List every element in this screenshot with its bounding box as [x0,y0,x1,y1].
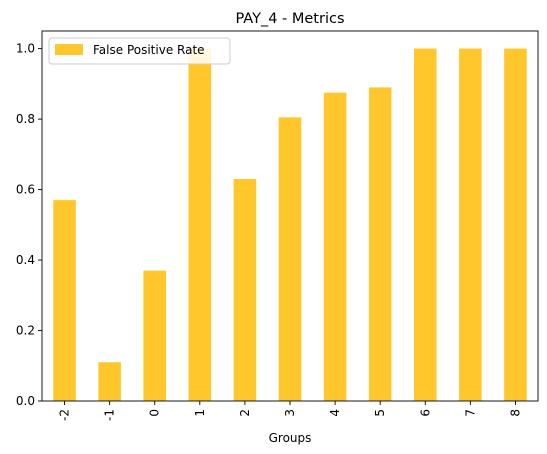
y-tick-label: 0.0 [16,394,35,408]
y-tick-label: 0.2 [16,324,35,338]
bar-1 [188,48,212,402]
legend: False Positive Rate [48,37,231,65]
x-tick-label: 5 [373,409,387,417]
axes-frame [41,30,539,402]
bar-6 [414,48,437,402]
x-axis-label: Groups [269,431,312,445]
bar-3 [278,117,302,401]
y-tick-label: 0.6 [16,183,35,197]
bar-5 [368,87,392,401]
legend-box [48,37,231,65]
x-tick-label: -2 [58,409,72,421]
legend-label: False Positive Rate [93,43,205,57]
x-tick-label: 7 [463,409,477,417]
bar-8 [504,48,527,402]
x-tick-label: 1 [193,409,207,417]
bar-2 [233,179,257,401]
chart-title: PAY_4 - Metrics [235,11,344,27]
x-tick-label: 3 [283,409,297,417]
x-tick-label: 8 [508,409,522,417]
x-tick-label: 0 [148,409,162,417]
x-tick-label: -1 [103,409,117,421]
x-tick-label: 2 [238,409,252,417]
bar-0 [143,270,166,401]
legend-swatch [55,44,83,55]
x-tick-label: 6 [418,409,432,417]
bar--1 [98,362,121,401]
x-tick-label: 4 [328,409,342,417]
plot-area: 0.0 0.2 0.4 0.6 0.8 1.0 -2 -1 0 1 2 3 4 5 6 7 8 [16,42,527,421]
bar-4 [323,92,347,402]
bar--2 [53,200,76,401]
bar-7 [459,48,482,402]
y-tick-label: 0.4 [16,253,35,267]
y-tick-label: 0.8 [16,112,35,126]
y-tick-label: 1.0 [16,42,35,56]
